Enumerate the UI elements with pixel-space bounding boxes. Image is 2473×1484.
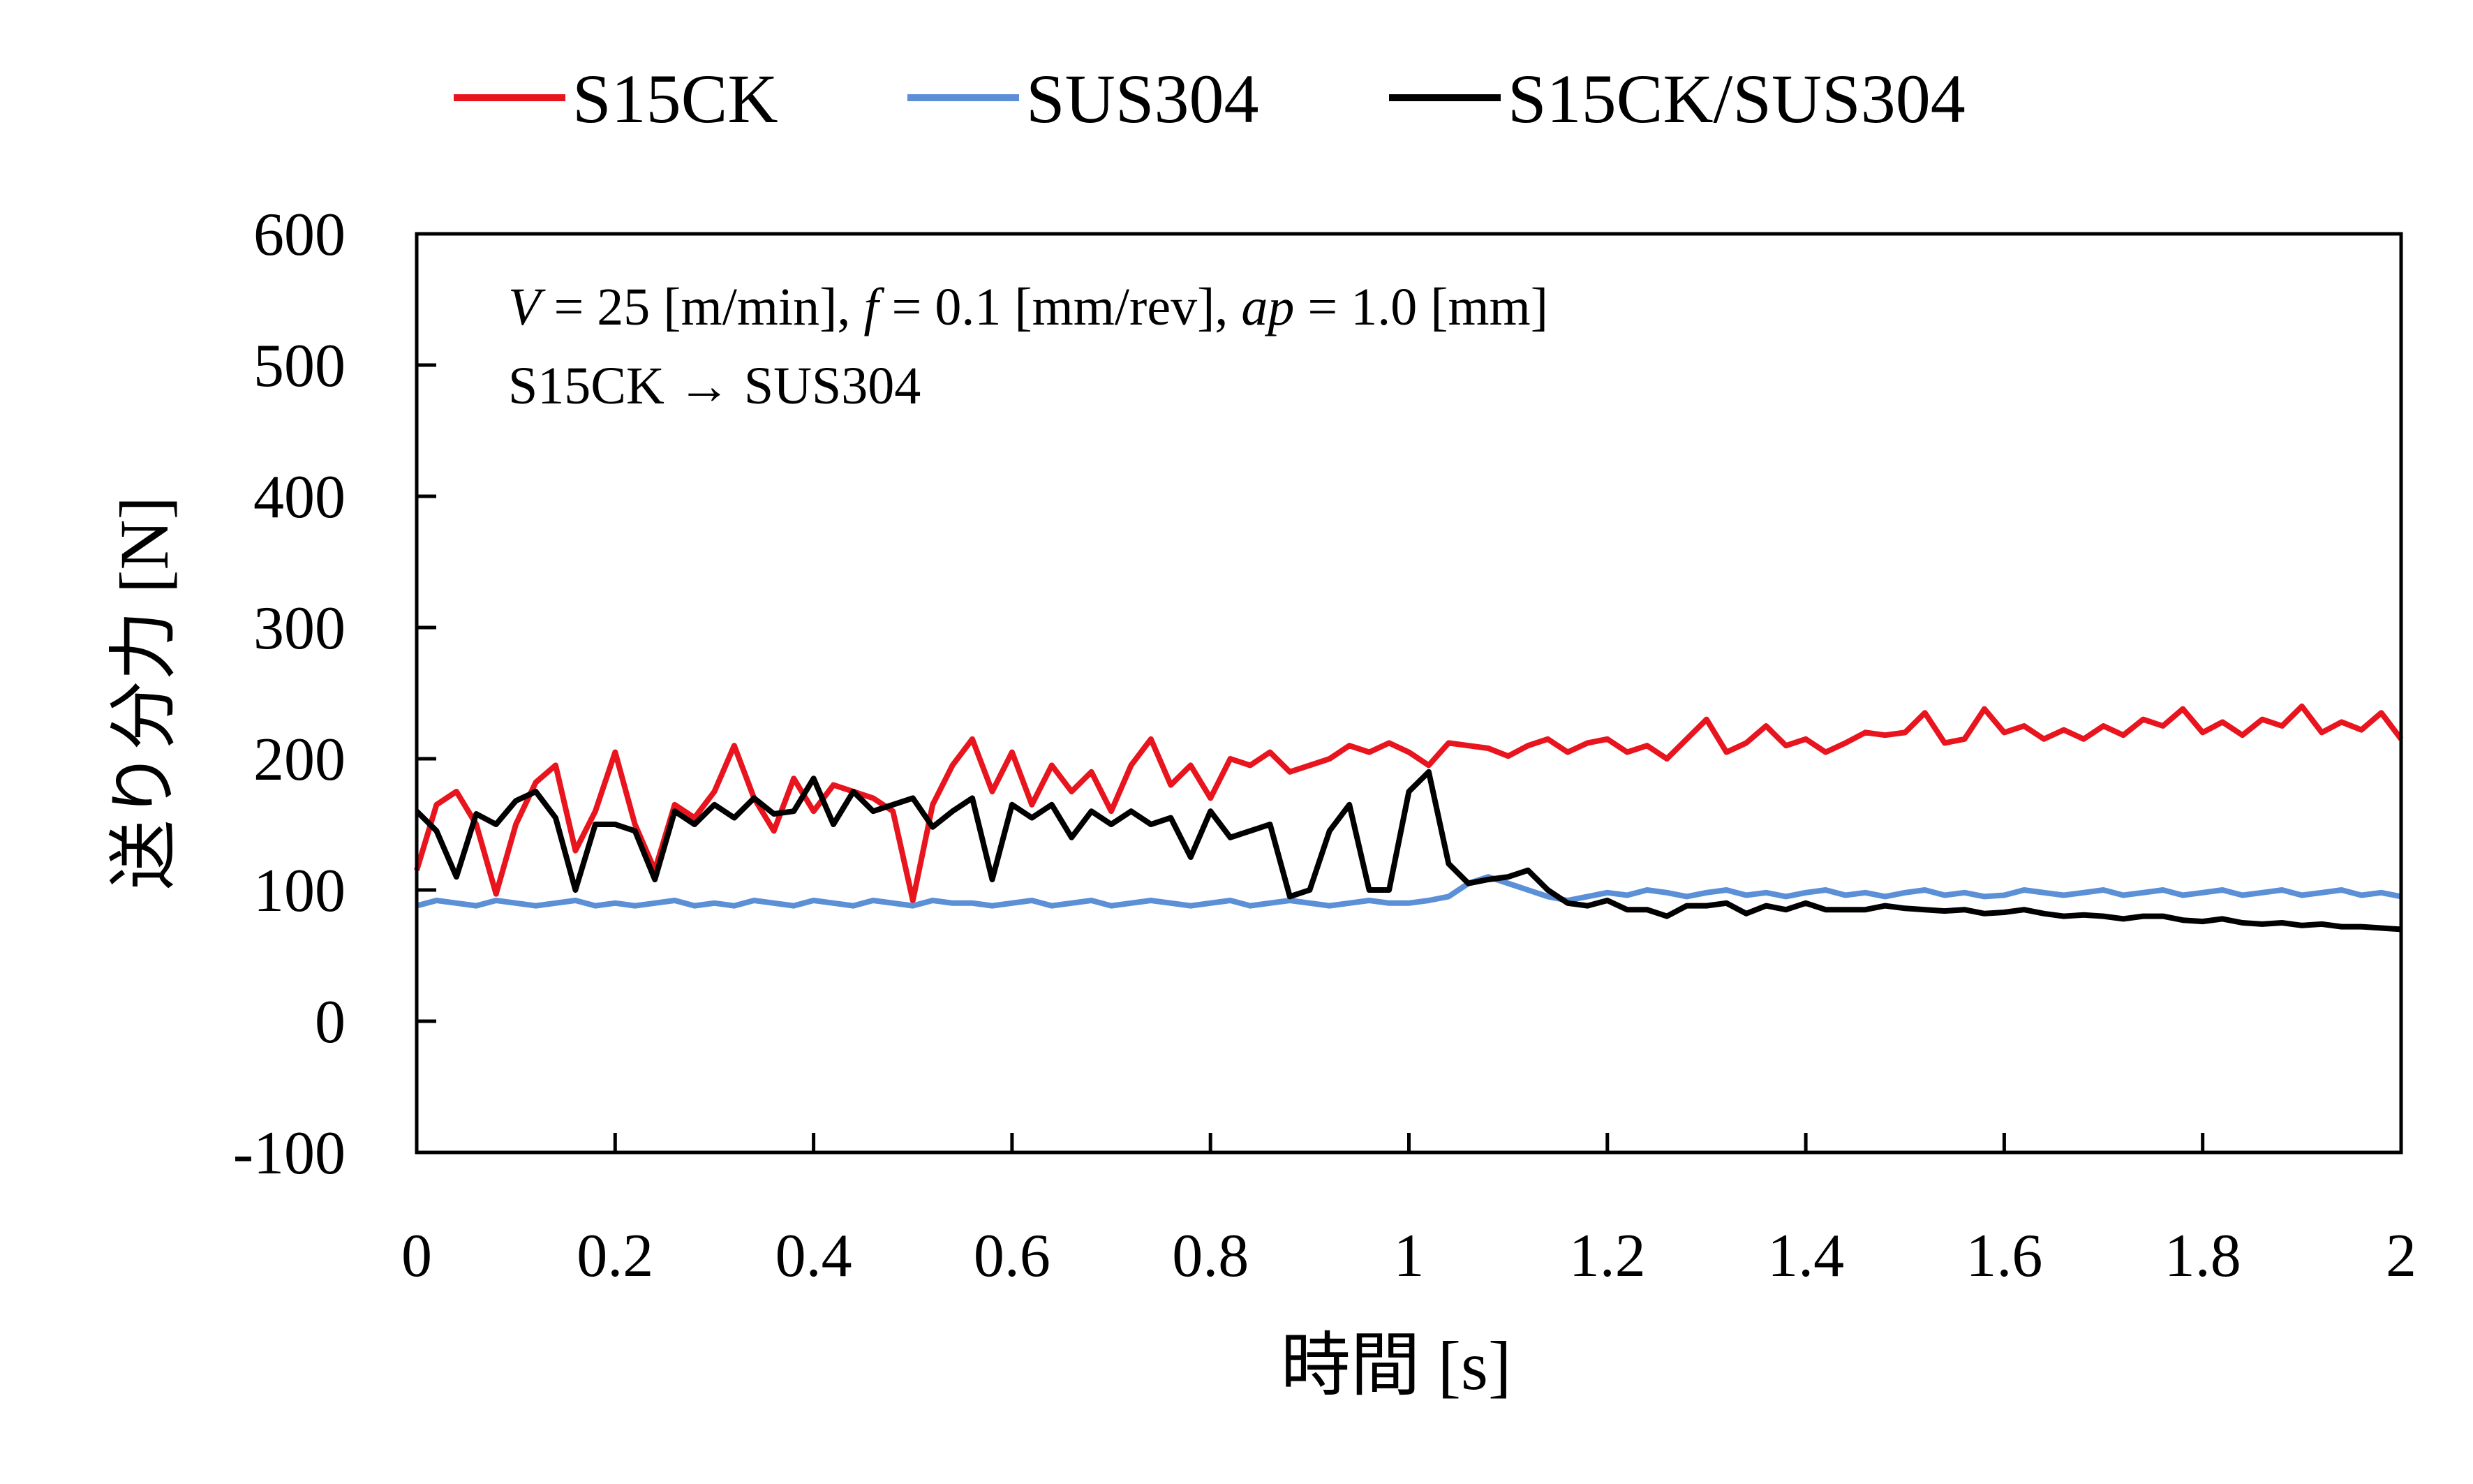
y-tick-label: 200 [253, 726, 346, 794]
x-tick-label: 1 [1394, 1222, 1425, 1290]
annotation-line-1: V = 25 [m/min], f = 0.1 [mm/rev], ap = 1… [508, 278, 1548, 336]
y-tick-label: 600 [253, 201, 346, 269]
annot-ap-symbol: ap [1241, 278, 1294, 336]
series-line-sus304 [415, 874, 2402, 909]
y-tick-label: 0 [315, 988, 346, 1056]
x-axis: 0 0.2 0.4 0.6 0.8 1 1.2 1.4 1.6 1.8 2 [401, 1133, 2416, 1290]
annot-v-value: = 25 [m/min], [540, 278, 863, 336]
y-axis: -100 0 100 200 300 400 500 600 [233, 201, 436, 1187]
y-tick-label: 300 [253, 595, 346, 662]
y-tick-label: -100 [233, 1120, 346, 1187]
legend: S15CK SUS304 S15CK/SUS304 [454, 60, 1966, 138]
series-line-s15ck [414, 703, 2404, 903]
series-layer [414, 703, 2404, 933]
y-tick-label: 500 [253, 332, 346, 400]
annotation-line-2: S15CK → SUS304 [508, 357, 921, 415]
x-tick-label: 1.4 [1767, 1222, 1844, 1290]
x-tick-label: 2 [2386, 1222, 2416, 1290]
legend-label-s15ck-sus304: S15CK/SUS304 [1508, 60, 1966, 138]
y-tick-label: 400 [253, 463, 346, 531]
legend-label-s15ck: S15CK [572, 60, 778, 138]
x-tick-label: 1.2 [1569, 1222, 1646, 1290]
legend-label-sus304: SUS304 [1026, 60, 1258, 138]
x-tick-label: 0.2 [577, 1222, 653, 1290]
x-tick-label: 0.8 [1172, 1222, 1249, 1290]
condition-annotation: V = 25 [m/min], f = 0.1 [mm/rev], ap = 1… [508, 278, 1548, 415]
annot-f-value: = 0.1 [mm/rev], [879, 278, 1242, 336]
y-tick-label: 100 [253, 857, 346, 925]
x-tick-label: 1.8 [2164, 1222, 2241, 1290]
x-axis-title: 時間 [s] [1281, 1327, 1512, 1404]
annot-v-symbol: V [508, 278, 546, 336]
x-tick-label: 0.4 [775, 1222, 852, 1290]
series-line-s15ck-sus304 [415, 769, 2402, 933]
annot-ap-value: = 1.0 [mm] [1294, 278, 1548, 336]
x-tick-label: 0 [401, 1222, 432, 1290]
x-tick-label: 0.6 [974, 1222, 1050, 1290]
x-tick-label: 1.6 [1966, 1222, 2042, 1290]
y-axis-title: 送り分力 [N] [105, 496, 183, 890]
